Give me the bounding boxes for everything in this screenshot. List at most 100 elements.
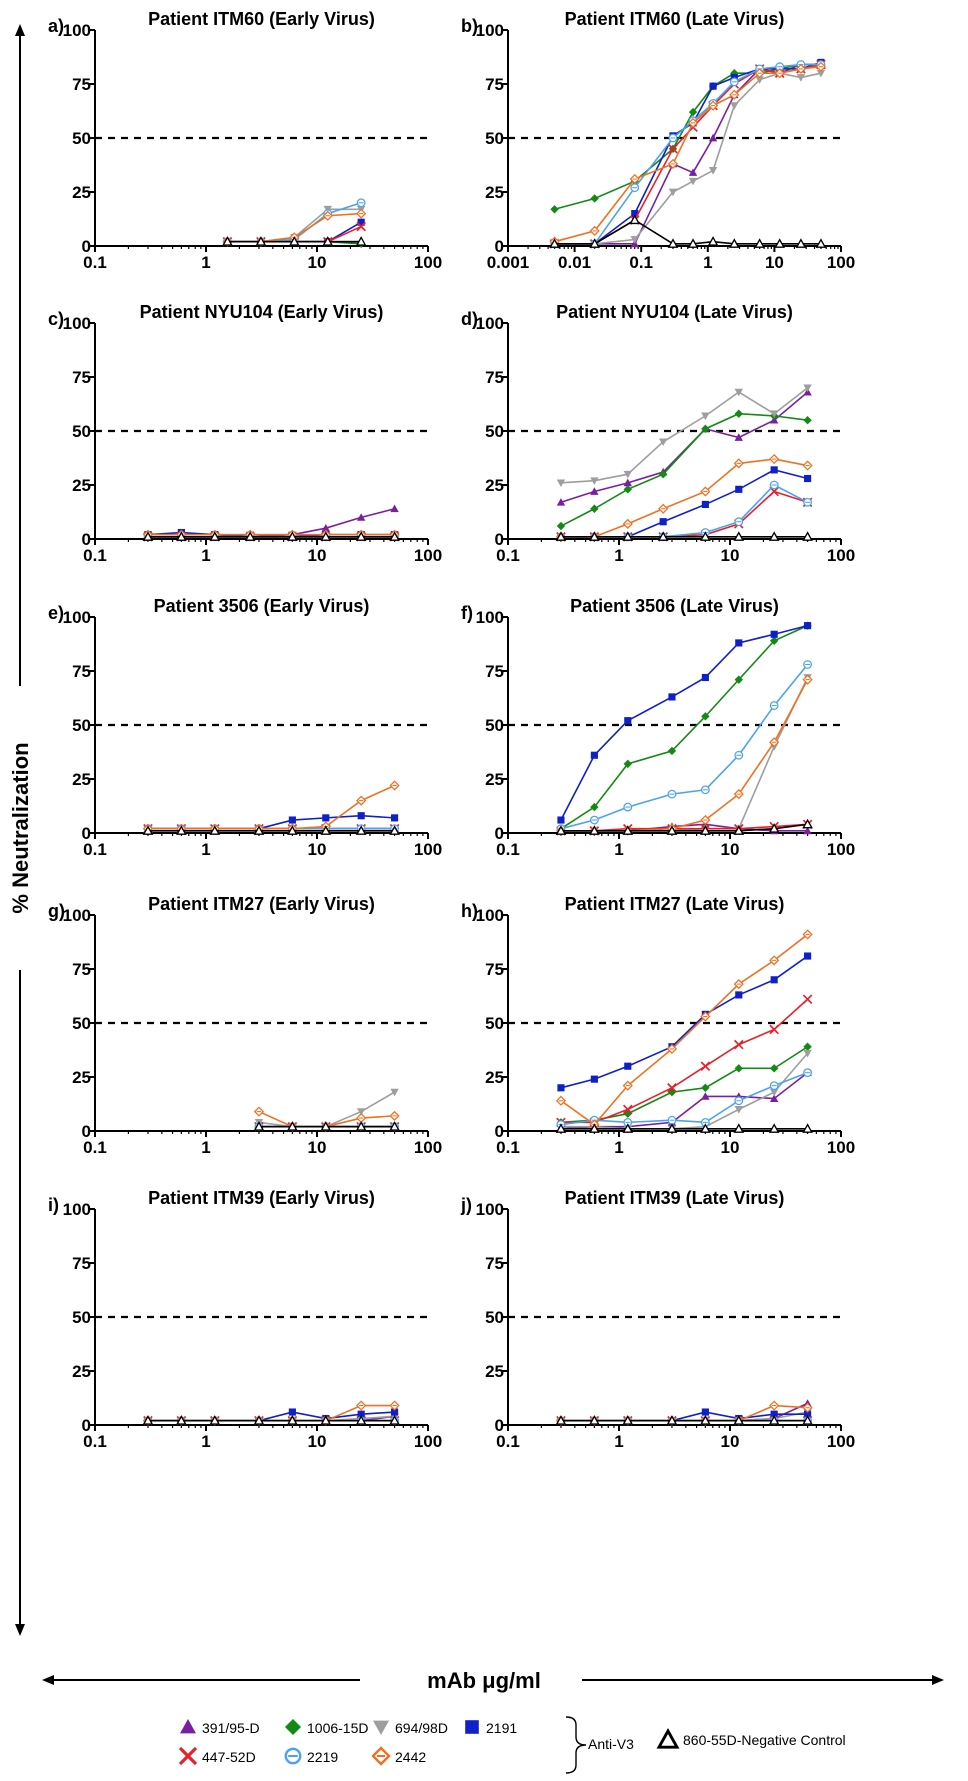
x-tick-label: 1	[703, 253, 712, 272]
data-point	[389, 780, 400, 791]
series-2442	[549, 61, 827, 247]
data-point	[700, 1123, 711, 1133]
legend-item-2191: 2191	[465, 1720, 517, 1736]
panel-title: Patient ITM60 (Early Virus)	[148, 9, 375, 29]
data-point	[804, 474, 812, 483]
series-line	[554, 65, 822, 243]
legend-marker-square	[465, 1720, 479, 1734]
data-point	[802, 1415, 813, 1425]
series-line	[560, 387, 809, 484]
series-860-55d-negative-control	[555, 531, 813, 541]
panel-i: i) Patient ITM39 (Early Virus) 0 25 50 75 100 0…	[48, 1188, 442, 1451]
x-tick-label: 100	[414, 1138, 442, 1157]
series-line	[554, 61, 822, 245]
data-point	[666, 1123, 678, 1133]
data-point	[769, 1081, 779, 1091]
data-point	[390, 504, 399, 513]
data-point	[255, 236, 267, 246]
data-point	[356, 1400, 367, 1411]
y-tick-label: 0	[495, 237, 504, 256]
data-point	[701, 412, 710, 421]
data-point	[701, 712, 710, 721]
data-point	[796, 74, 806, 82]
data-point	[389, 1400, 400, 1411]
series-860-55d-negative-control	[142, 825, 400, 835]
series-line	[554, 72, 822, 245]
panel-letter: g)	[48, 901, 65, 921]
panel-c: c) Patient NYU104 (Early Virus)0255075100…	[48, 302, 442, 565]
panel-letter: b)	[461, 16, 478, 36]
data-point	[700, 825, 711, 835]
x-tick-label: 0.1	[629, 253, 653, 272]
y-arrow-up-head	[15, 24, 25, 36]
data-point	[769, 410, 779, 418]
y-tick-label: 25	[485, 476, 504, 495]
data-point	[244, 531, 256, 541]
data-point	[630, 236, 639, 244]
data-point	[708, 167, 718, 175]
data-point	[701, 1083, 710, 1092]
series-2191	[557, 622, 812, 824]
legend-label: 860-55D-Negative Control	[683, 1732, 846, 1748]
y-tick-label: 75	[485, 75, 504, 94]
x-tick-label: 0.1	[496, 546, 520, 565]
panel-title: Patient 3506 (Early Virus)	[154, 596, 370, 616]
data-point	[666, 1415, 678, 1425]
legend-label: 2191	[486, 1720, 517, 1736]
data-point	[589, 225, 600, 236]
data-point	[355, 236, 367, 246]
data-point	[590, 194, 599, 203]
x-tick-label: 0.1	[83, 840, 107, 859]
panel-letter: j)	[460, 1195, 472, 1215]
data-point	[389, 1415, 400, 1425]
legend-marker-x	[178, 1746, 198, 1766]
data-point	[253, 825, 265, 835]
legend-item-447-52d: 447-52D	[178, 1746, 256, 1766]
data-point	[623, 1109, 632, 1118]
data-point	[733, 531, 745, 541]
y-tick-label: 0	[495, 1122, 504, 1141]
y-tick-label: 75	[72, 368, 91, 387]
data-point	[770, 630, 778, 638]
legend-marker-diamond-bar	[371, 1746, 391, 1766]
y-tick-label: 25	[72, 1362, 91, 1381]
series-2442	[555, 453, 813, 542]
x-tick-label: 1	[201, 1138, 210, 1157]
legend-item-2219: 2219	[284, 1747, 338, 1765]
x-tick-label: 10	[308, 546, 327, 565]
data-point	[802, 1402, 813, 1413]
data-point	[658, 503, 669, 514]
data-point	[802, 929, 813, 940]
data-point	[356, 1112, 367, 1124]
data-point	[356, 795, 367, 806]
panel-letter: f)	[461, 603, 473, 623]
data-point	[769, 737, 780, 748]
data-point	[555, 531, 567, 541]
data-point	[357, 218, 365, 226]
series-2191	[550, 58, 825, 248]
y-tick-label: 0	[495, 1416, 504, 1435]
data-point	[733, 789, 744, 800]
data-point	[700, 531, 711, 541]
data-point	[287, 531, 298, 541]
data-point	[803, 1049, 812, 1058]
data-point	[623, 478, 632, 487]
panel-letter: i)	[48, 1195, 59, 1215]
data-point	[707, 236, 719, 246]
series-line	[554, 63, 821, 245]
data-point	[555, 1123, 567, 1133]
legend-marker-triangle-up	[180, 1719, 196, 1734]
data-point	[687, 238, 699, 248]
data-point	[668, 144, 678, 154]
data-point	[631, 210, 639, 218]
data-point	[288, 1408, 296, 1416]
series-860-55d-negative-control	[549, 214, 827, 248]
data-point	[356, 513, 366, 521]
x-tick-label: 10	[765, 253, 784, 272]
data-point	[389, 825, 400, 835]
data-point	[769, 453, 780, 465]
data-point	[803, 1042, 812, 1051]
data-point	[666, 1043, 678, 1055]
data-point	[589, 531, 600, 541]
legend-item-negative-control: 860-55D-Negative Control	[656, 1728, 846, 1749]
